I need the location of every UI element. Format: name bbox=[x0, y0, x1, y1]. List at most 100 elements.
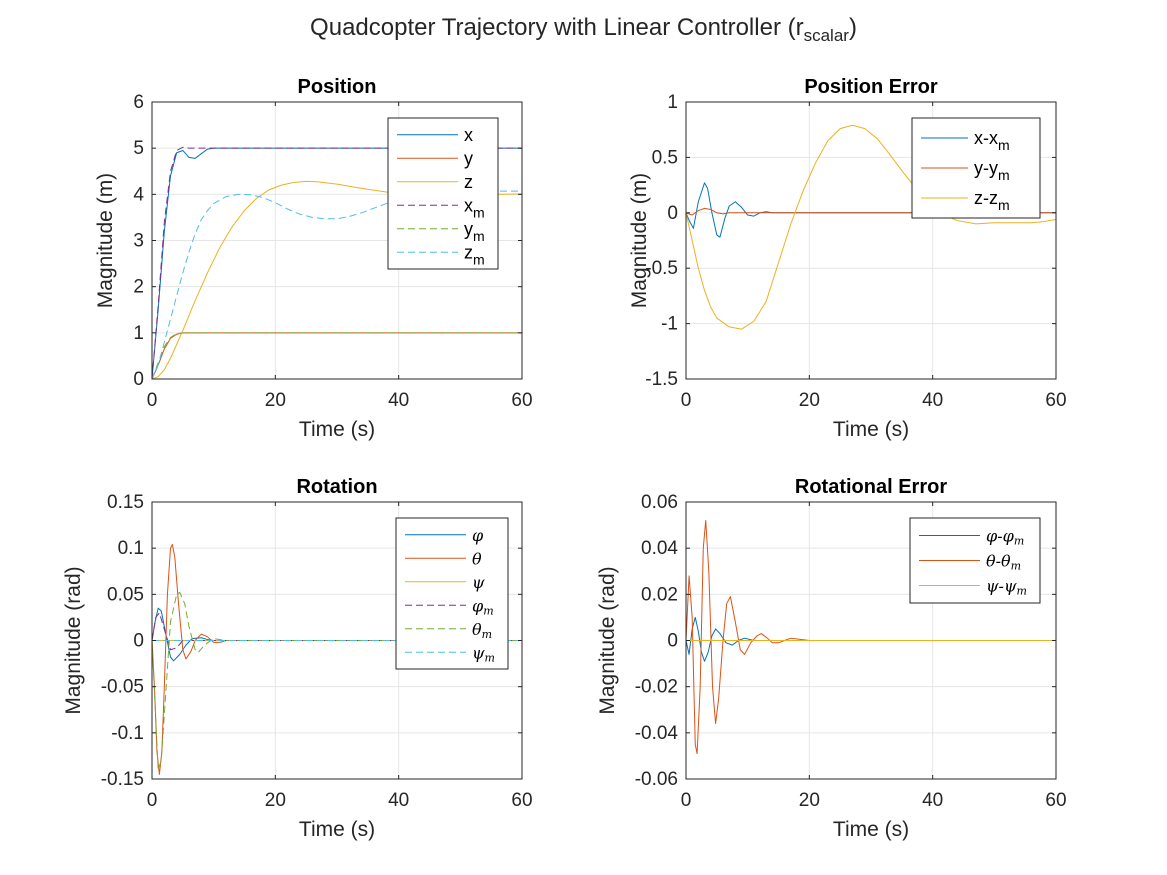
y-tick-label: 4 bbox=[133, 184, 144, 205]
legend-label-subscript: m bbox=[473, 251, 485, 267]
y-axis-label: Magnitude (m) bbox=[628, 173, 651, 308]
x-axis-label: Time (s) bbox=[833, 818, 909, 841]
legend-label: y bbox=[464, 148, 473, 168]
figure-title-main: Quadcopter Trajectory with Linear Contro… bbox=[310, 14, 804, 41]
legend-label: z bbox=[464, 172, 473, 192]
chart-position: 0 20 40 60 0 1 2 3 4 5 6 Position Time (s) Magnitude … bbox=[94, 76, 533, 441]
series-line-1 bbox=[686, 519, 1056, 755]
legend-label-subscript: m bbox=[483, 604, 493, 617]
series-line-0 bbox=[686, 616, 1056, 662]
legend-label-subscript: m bbox=[473, 204, 485, 220]
legend-label-subscript: m bbox=[485, 651, 495, 664]
legend-label: x bbox=[464, 125, 473, 145]
x-tick-label: 40 bbox=[922, 790, 943, 811]
y-tick-label: -0.5 bbox=[645, 258, 678, 279]
series-line-3 bbox=[152, 146, 522, 379]
figure-title-subscript: scalar bbox=[803, 26, 849, 45]
chart-rotational-error: 0 20 40 60 -0.06 -0.04 -0.02 0 0.02 0.04 0.06 Rotat… bbox=[596, 476, 1067, 841]
legend-label-subscript: m bbox=[1011, 560, 1021, 573]
x-tick-label: 20 bbox=[265, 790, 286, 811]
y-tick-label: -0.04 bbox=[635, 723, 679, 744]
y-tick-label: 5 bbox=[133, 138, 144, 159]
x-tick-label: 20 bbox=[799, 390, 820, 411]
series-group bbox=[686, 124, 1056, 330]
chart-title: Rotational Error bbox=[795, 476, 947, 498]
x-tick-label: 40 bbox=[388, 790, 409, 811]
legend-label-subscript: m bbox=[998, 167, 1010, 183]
series-line-5 bbox=[152, 190, 522, 379]
y-tick-label: -0.02 bbox=[635, 677, 678, 698]
y-tick-label: 0.5 bbox=[652, 147, 678, 168]
legend: φ-φmθ-θmψ-ψm bbox=[909, 517, 1041, 604]
series-line-2 bbox=[686, 124, 1056, 330]
y-tick-label: 2 bbox=[133, 277, 144, 298]
x-tick-label: 40 bbox=[388, 390, 409, 411]
legend-label-subscript: m bbox=[998, 197, 1010, 213]
y-tick-label: -0.15 bbox=[101, 769, 144, 790]
series-line-4 bbox=[152, 591, 522, 771]
legend-label: ψ bbox=[472, 573, 485, 592]
y-tick-label: -1 bbox=[661, 314, 678, 335]
y-tick-label: -0.05 bbox=[101, 677, 144, 698]
x-axis-label: Time (s) bbox=[833, 418, 909, 441]
legend-label-subscript: m bbox=[482, 628, 492, 641]
y-tick-label: -0.1 bbox=[111, 723, 144, 744]
chart-title: Position bbox=[298, 76, 377, 98]
y-tick-label: 0.15 bbox=[107, 492, 144, 513]
x-tick-label: 20 bbox=[799, 790, 820, 811]
y-tick-label: -0.06 bbox=[635, 769, 678, 790]
figure-title: Quadcopter Trajectory with Linear Contro… bbox=[0, 14, 1167, 45]
x-tick-label: 60 bbox=[1045, 390, 1066, 411]
legend-box bbox=[387, 117, 499, 270]
x-tick-label: 60 bbox=[511, 790, 532, 811]
x-axis-label: Time (s) bbox=[299, 418, 375, 441]
chart-title: Rotation bbox=[296, 476, 377, 498]
x-tick-label: 40 bbox=[922, 390, 943, 411]
legend-label-subscript: m bbox=[1017, 585, 1027, 598]
y-tick-label: 0 bbox=[667, 631, 678, 652]
y-tick-label: 3 bbox=[133, 231, 144, 252]
series-line-1 bbox=[686, 207, 1056, 216]
y-tick-label: 1 bbox=[667, 92, 678, 113]
chart-position-error: 0 20 40 60 -1.5 -1 -0.5 0 0.5 1 Position Error Time… bbox=[628, 76, 1067, 441]
x-axis-label: Time (s) bbox=[299, 818, 375, 841]
x-tick-label: 0 bbox=[147, 390, 158, 411]
y-tick-label: 0.02 bbox=[641, 584, 678, 605]
y-tick-label: 1 bbox=[133, 323, 144, 344]
series-line-0 bbox=[152, 607, 522, 662]
x-tick-label: 0 bbox=[147, 790, 158, 811]
legend-label: θ bbox=[472, 549, 482, 568]
legend-label-subscript: m bbox=[998, 137, 1010, 153]
axes-box bbox=[685, 101, 1057, 380]
y-axis-label: Magnitude (rad) bbox=[596, 566, 619, 714]
chart-title: Position Error bbox=[804, 76, 938, 98]
y-tick-label: 0.04 bbox=[641, 538, 678, 559]
x-tick-label: 60 bbox=[1045, 790, 1066, 811]
legend-label-subscript: m bbox=[473, 228, 485, 244]
legend: x-xmy-ymz-zm bbox=[911, 117, 1041, 219]
series-line-4 bbox=[152, 332, 522, 379]
x-tick-label: 20 bbox=[265, 390, 286, 411]
y-tick-label: 0.06 bbox=[641, 492, 678, 513]
y-tick-label: 0 bbox=[133, 631, 144, 652]
x-tick-label: 60 bbox=[511, 390, 532, 411]
legend-label-subscript: m bbox=[1014, 535, 1024, 548]
y-tick-label: -1.5 bbox=[645, 369, 678, 390]
y-axis-label: Magnitude (rad) bbox=[62, 566, 85, 714]
legend-label: φ bbox=[472, 526, 484, 545]
y-tick-label: 0.05 bbox=[107, 584, 144, 605]
series-group bbox=[686, 519, 1056, 755]
legend-box bbox=[395, 517, 509, 670]
y-tick-label: 6 bbox=[133, 92, 144, 113]
figure-title-end: ) bbox=[848, 14, 857, 41]
y-tick-label: 0 bbox=[133, 369, 144, 390]
x-tick-label: 0 bbox=[681, 790, 692, 811]
series-line-3 bbox=[152, 612, 522, 651]
x-tick-label: 0 bbox=[681, 390, 692, 411]
y-axis-label: Magnitude (m) bbox=[94, 173, 117, 308]
chart-rotation: 0 20 40 60 -0.15 -0.1 -0.05 0 0.05 0.1 0.15 Rotatio… bbox=[62, 476, 533, 841]
